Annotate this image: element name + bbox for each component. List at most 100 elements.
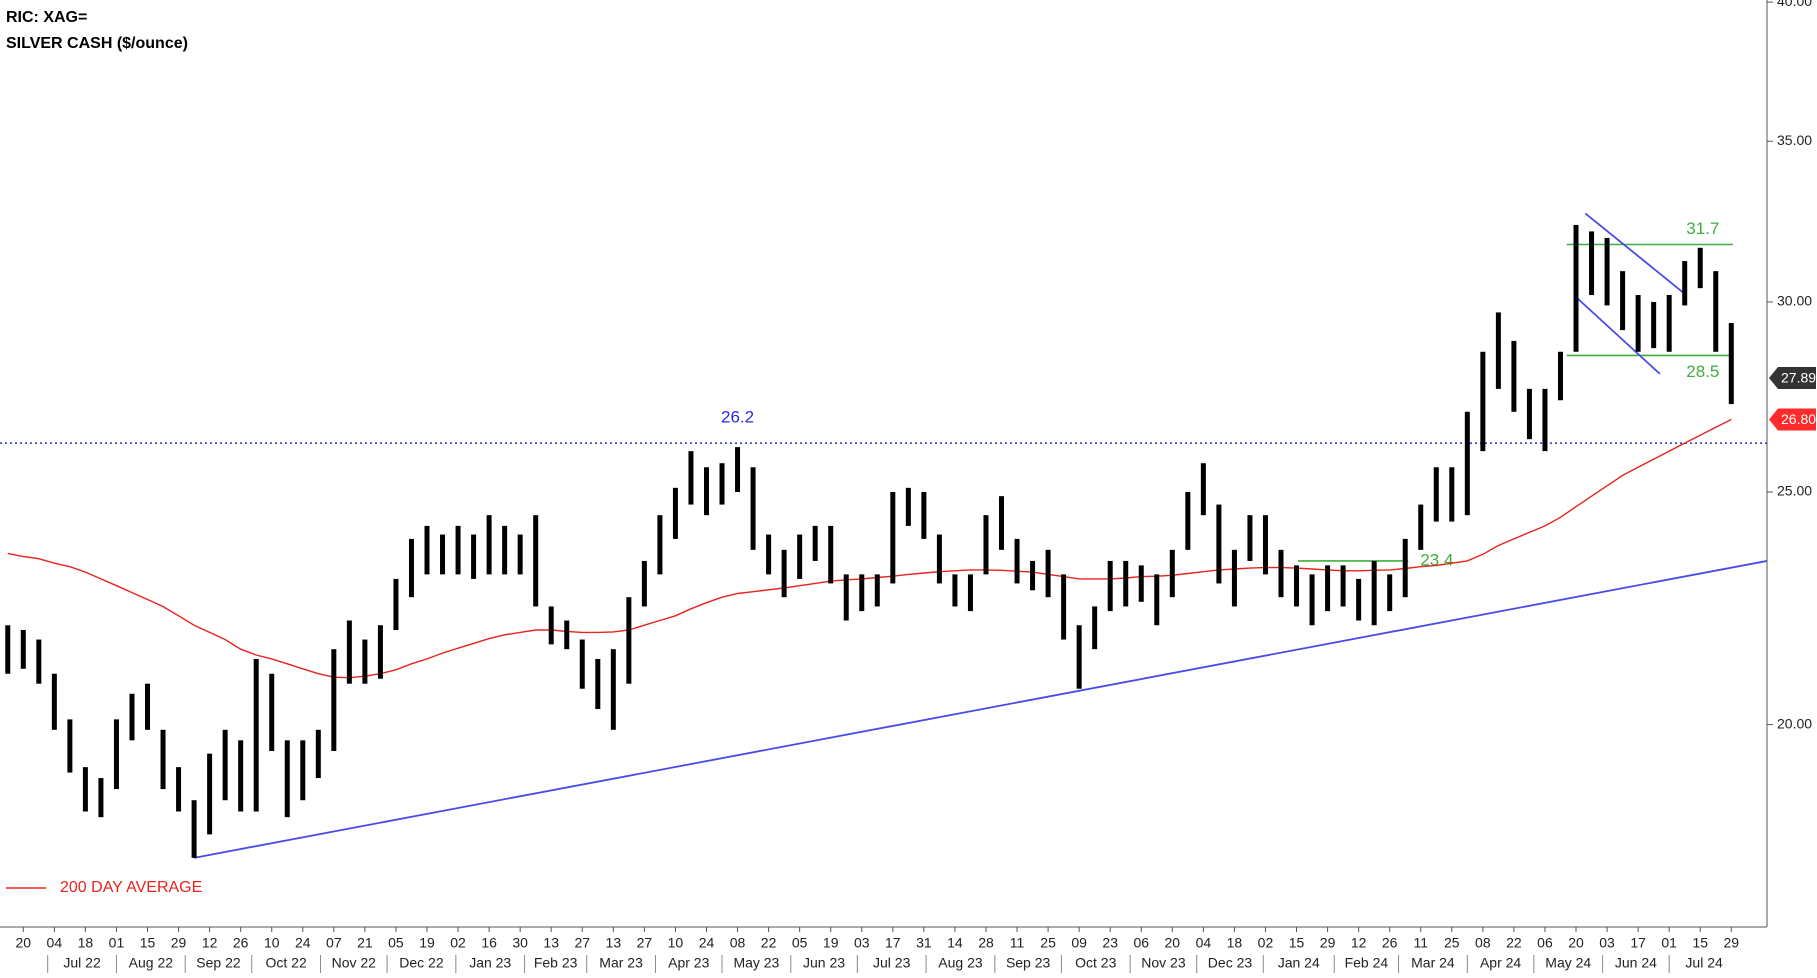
x-tick-label: 20 (1568, 935, 1584, 951)
x-tick-label: 23 (1102, 935, 1118, 951)
month-label: Oct 22 (266, 955, 307, 971)
x-tick-label: 10 (668, 935, 684, 951)
month-label: Jul 23 (873, 955, 911, 971)
price-bar (1076, 625, 1082, 689)
price-bar (377, 625, 383, 679)
price-bar (672, 487, 678, 539)
x-tick-label: 31 (916, 935, 932, 951)
price-bar (1511, 340, 1517, 412)
price-bar (1294, 565, 1300, 607)
x-tick-label: 13 (543, 935, 559, 951)
x-tick-label: 03 (1599, 935, 1615, 951)
price-bar (1030, 560, 1036, 591)
price-bar (1418, 504, 1424, 550)
x-tick-label: 28 (978, 935, 994, 951)
x-tick-label: 15 (1289, 935, 1305, 951)
price-bar (1682, 261, 1688, 306)
price-bar (393, 578, 399, 630)
price-bar (610, 649, 616, 730)
month-label: Jun 23 (803, 955, 845, 971)
x-tick-label: 19 (419, 935, 435, 951)
price-bar (626, 597, 632, 684)
month-label: Nov 23 (1141, 955, 1186, 971)
price-bar (1278, 549, 1284, 598)
x-tick-label: 15 (140, 935, 156, 951)
price-bar (1154, 574, 1160, 626)
price-bar (362, 639, 368, 684)
price-bar (1449, 467, 1455, 522)
price-bar (1464, 411, 1470, 516)
trend-line (193, 560, 1768, 859)
price-bar (1309, 574, 1315, 626)
x-tick-label: 17 (885, 935, 901, 951)
month-label: Dec 23 (1208, 955, 1253, 971)
price-bar (455, 525, 461, 575)
price-bar (874, 574, 880, 607)
x-tick-label: 08 (730, 935, 746, 951)
chart-title: RIC: XAG= (6, 9, 87, 26)
price-tag (1769, 366, 1816, 389)
price-bar (1371, 560, 1377, 626)
price-bar (1542, 388, 1548, 452)
price-bar (1045, 549, 1051, 598)
price-bar (67, 719, 73, 773)
x-tick-label: 20 (16, 935, 32, 951)
price-bar (346, 620, 352, 684)
price-bar (579, 639, 585, 689)
month-label: Apr 24 (1480, 955, 1521, 971)
x-tick-label: 08 (1475, 935, 1491, 951)
x-tick-label: 26 (1382, 935, 1398, 951)
x-tick-label: 01 (1661, 935, 1677, 951)
price-tag-label: 27.89 (1781, 370, 1816, 386)
price-bar (921, 491, 927, 539)
price-bar (1123, 560, 1129, 607)
price-bar (967, 574, 973, 612)
x-tick-label: 03 (854, 935, 870, 951)
price-bar (486, 515, 492, 575)
price-bar (129, 693, 135, 741)
y-tick-label: 35.00 (1777, 132, 1812, 148)
price-bar (1169, 549, 1175, 598)
x-tick-label: 18 (78, 935, 94, 951)
price-bar (781, 549, 787, 598)
month-label: Nov 22 (332, 955, 377, 971)
price-bar (1200, 463, 1206, 516)
price-bar (1402, 538, 1408, 598)
chart-subtitle: SILVER CASH ($/ounce) (6, 35, 188, 52)
price-bar (1340, 565, 1346, 607)
x-tick-label: 16 (481, 935, 497, 951)
price-bar (1262, 515, 1268, 575)
x-tick-label: 29 (1320, 935, 1336, 951)
x-tick-label: 12 (1351, 935, 1367, 951)
x-tick-label: 27 (637, 935, 653, 951)
price-bar (688, 451, 694, 505)
price-bar (1697, 247, 1703, 289)
x-tick-label: 04 (1196, 935, 1212, 951)
price-bar (1061, 574, 1067, 640)
month-label: Jun 24 (1615, 955, 1657, 971)
price-bar (1620, 271, 1626, 331)
x-tick-label: 06 (1133, 935, 1149, 951)
price-bar (160, 729, 166, 790)
price-bar (952, 574, 958, 607)
month-label: Mar 23 (599, 955, 643, 971)
x-tick-label: 09 (1071, 935, 1087, 951)
level-label: 31.7 (1686, 219, 1719, 238)
trend-line (1576, 297, 1661, 375)
month-label: Jul 22 (63, 955, 101, 971)
legend-label: 200 DAY AVERAGE (60, 879, 202, 896)
month-label: Aug 22 (129, 955, 174, 971)
price-bar (766, 534, 772, 575)
price-bar (1107, 560, 1113, 612)
y-tick-label: 20.00 (1777, 715, 1812, 731)
month-label: Oct 23 (1075, 955, 1116, 971)
price-bar (113, 719, 119, 790)
x-tick-label: 30 (512, 935, 528, 951)
month-label: Jan 23 (469, 955, 511, 971)
price-bar (1216, 504, 1222, 584)
month-label: Jul 24 (1685, 955, 1723, 971)
price-bar (936, 534, 942, 584)
price-bar (269, 673, 275, 751)
x-tick-label: 29 (171, 935, 187, 951)
